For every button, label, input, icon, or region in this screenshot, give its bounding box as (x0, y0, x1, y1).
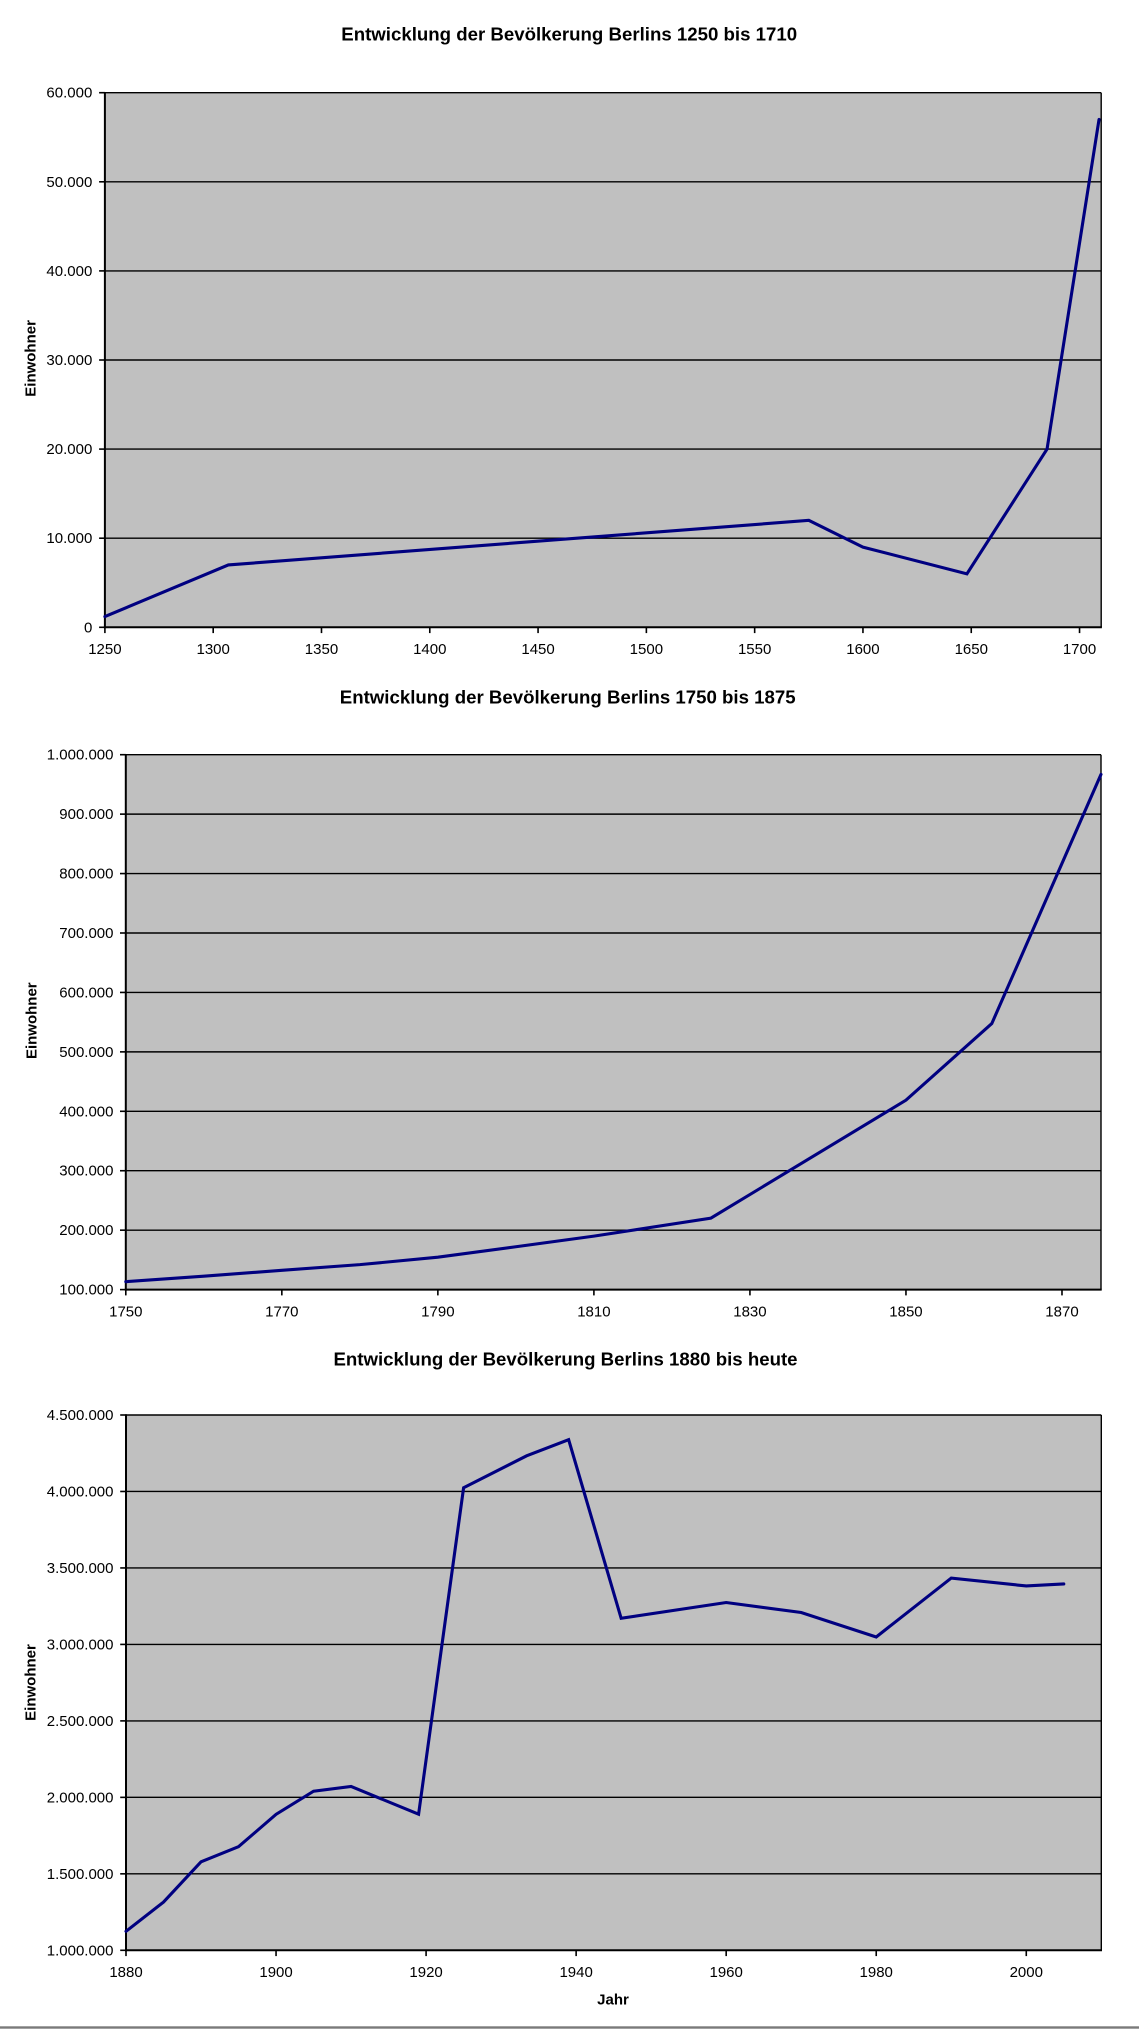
svg-text:100.000: 100.000 (59, 1282, 113, 1299)
svg-text:3.500.000: 3.500.000 (47, 1560, 114, 1577)
svg-text:1600: 1600 (846, 641, 879, 658)
svg-text:1980: 1980 (860, 1964, 893, 1981)
svg-text:3.000.000: 3.000.000 (47, 1636, 114, 1653)
svg-text:2000: 2000 (1010, 1964, 1043, 1981)
svg-text:0: 0 (84, 619, 92, 636)
svg-text:Entwicklung der Bevölkerung Be: Entwicklung der Bevölkerung Berlins 1880… (333, 1349, 797, 1370)
svg-text:Einwohner: Einwohner (22, 320, 39, 397)
svg-text:1830: 1830 (733, 1303, 766, 1320)
svg-text:50.000: 50.000 (46, 174, 92, 191)
svg-text:1810: 1810 (577, 1303, 610, 1320)
svg-text:Jahr: Jahr (597, 1991, 629, 2008)
svg-text:1.000.000: 1.000.000 (47, 747, 114, 764)
svg-text:900.000: 900.000 (59, 806, 113, 823)
svg-text:1550: 1550 (738, 641, 771, 658)
svg-text:1850: 1850 (889, 1303, 922, 1320)
svg-text:500.000: 500.000 (59, 1044, 113, 1061)
svg-text:1250: 1250 (88, 641, 121, 658)
svg-text:1770: 1770 (265, 1303, 298, 1320)
svg-text:1300: 1300 (197, 641, 230, 658)
svg-text:4.000.000: 4.000.000 (47, 1483, 114, 1500)
svg-text:1650: 1650 (955, 641, 988, 658)
svg-text:1920: 1920 (409, 1964, 442, 1981)
svg-text:1750: 1750 (109, 1303, 142, 1320)
svg-text:1870: 1870 (1045, 1303, 1078, 1320)
svg-text:30.000: 30.000 (46, 352, 92, 369)
svg-text:2.000.000: 2.000.000 (47, 1789, 114, 1806)
svg-text:Entwicklung der Bevölkerung Be: Entwicklung der Bevölkerung Berlins 1250… (341, 24, 797, 45)
svg-text:1.500.000: 1.500.000 (47, 1866, 114, 1883)
svg-text:20.000: 20.000 (46, 441, 92, 458)
svg-text:Entwicklung der Bevölkerung Be: Entwicklung der Bevölkerung Berlins 1750… (340, 687, 796, 708)
svg-text:60.000: 60.000 (46, 85, 92, 102)
svg-text:4.500.000: 4.500.000 (47, 1407, 114, 1424)
svg-text:400.000: 400.000 (59, 1103, 113, 1120)
svg-text:1700: 1700 (1063, 641, 1096, 658)
svg-text:300.000: 300.000 (59, 1163, 113, 1180)
svg-text:800.000: 800.000 (59, 866, 113, 883)
svg-text:Einwohner: Einwohner (23, 1644, 40, 1721)
svg-text:1880: 1880 (109, 1964, 142, 1981)
svg-text:1450: 1450 (521, 641, 554, 658)
svg-text:10.000: 10.000 (46, 530, 92, 547)
svg-text:1500: 1500 (630, 641, 663, 658)
svg-text:1350: 1350 (305, 641, 338, 658)
svg-text:40.000: 40.000 (46, 263, 92, 280)
svg-text:2.500.000: 2.500.000 (47, 1713, 114, 1730)
svg-text:200.000: 200.000 (59, 1222, 113, 1239)
svg-text:600.000: 600.000 (59, 984, 113, 1001)
svg-text:1.000.000: 1.000.000 (47, 1942, 114, 1959)
svg-text:1940: 1940 (559, 1964, 592, 1981)
svg-text:700.000: 700.000 (59, 925, 113, 942)
svg-text:Einwohner: Einwohner (23, 982, 40, 1059)
svg-text:1790: 1790 (421, 1303, 454, 1320)
svg-text:1400: 1400 (413, 641, 446, 658)
svg-text:1960: 1960 (709, 1964, 742, 1981)
svg-text:1900: 1900 (259, 1964, 292, 1981)
